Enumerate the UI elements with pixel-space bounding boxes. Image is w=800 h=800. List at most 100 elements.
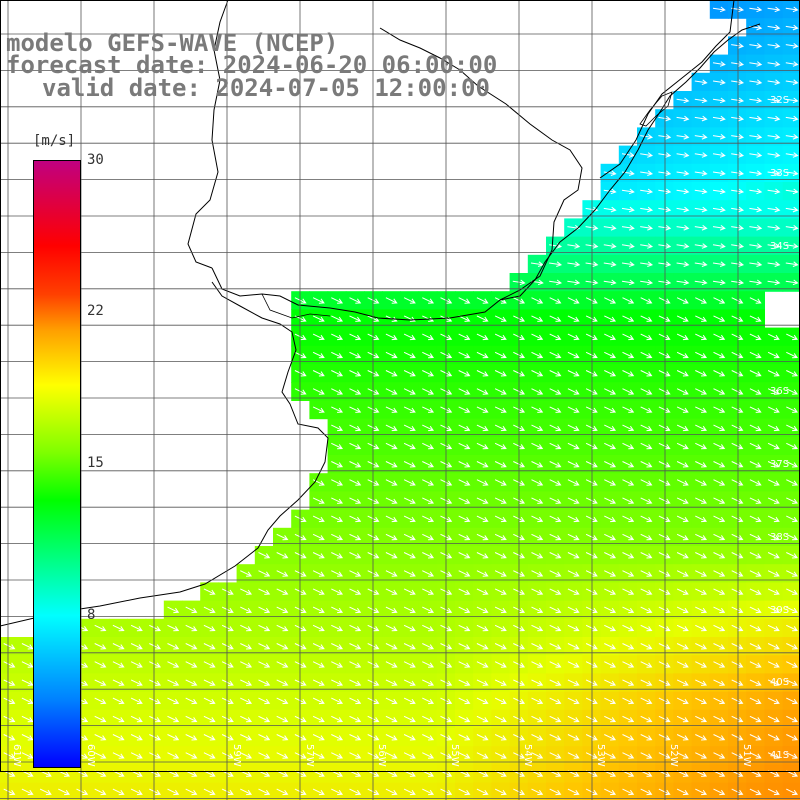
wind-arrow <box>731 552 744 559</box>
wind-arrow <box>604 333 617 341</box>
wind-arrow <box>695 370 708 377</box>
wind-arrow <box>94 734 107 741</box>
wind-arrow <box>658 588 671 595</box>
wind-arrow <box>476 351 489 359</box>
wind-arrow <box>604 515 617 523</box>
wind-arrow <box>731 333 744 341</box>
wind-arrow <box>731 388 744 395</box>
wind-arrow <box>640 461 653 468</box>
wind-arrow <box>604 552 617 559</box>
wind-arrow <box>403 461 416 468</box>
wind-arrow <box>403 424 416 432</box>
wind-arrow <box>349 643 362 650</box>
wind-arrow <box>585 643 598 650</box>
wind-arrow <box>331 661 344 668</box>
wind-arrow <box>767 243 781 249</box>
wind-arrow <box>767 115 781 122</box>
wind-arrow <box>494 606 507 614</box>
wind-arrow <box>258 679 271 686</box>
wind-arrow <box>767 661 780 668</box>
wind-arrow <box>458 424 471 432</box>
wind-arrow <box>604 588 617 595</box>
wind-arrow <box>658 752 671 759</box>
wind-arrow <box>749 225 763 231</box>
wind-arrow <box>476 461 489 468</box>
wind-arrow <box>276 734 289 741</box>
wind-arrow <box>712 6 726 13</box>
wind-arrow <box>676 515 689 523</box>
wind-arrow <box>676 570 689 577</box>
wind-arrow <box>476 388 489 395</box>
wind-arrow <box>621 206 635 213</box>
wind-arrow <box>531 606 544 614</box>
wind-arrow <box>658 479 671 486</box>
wind-arrow <box>731 297 744 304</box>
wind-arrow <box>331 552 344 559</box>
wind-arrow <box>130 697 143 705</box>
wind-arrow <box>221 715 234 723</box>
wind-arrow <box>567 424 580 432</box>
wind-arrow <box>622 297 635 304</box>
wind-arrow <box>531 588 544 595</box>
wind-arrow <box>476 697 489 705</box>
wind-arrow <box>276 624 289 632</box>
wind-arrow <box>312 333 325 341</box>
wind-arrow <box>731 279 745 286</box>
wind-arrow <box>422 479 435 486</box>
wind-arrow <box>712 61 726 67</box>
wind-arrow <box>749 406 762 413</box>
wind-arrow <box>640 606 653 614</box>
wind-arrow <box>494 715 507 723</box>
wind-arrow <box>694 261 708 267</box>
wind-arrow <box>276 570 289 577</box>
wind-arrow <box>531 715 544 723</box>
wind-arrow <box>731 170 745 176</box>
wind-arrow <box>731 715 744 723</box>
wind-arrow <box>312 515 325 523</box>
wind-arrow <box>531 643 544 650</box>
wind-arrow <box>731 225 745 231</box>
lon-label-59w: 59W <box>231 744 242 767</box>
wind-arrow <box>749 461 762 468</box>
wind-arrow <box>622 624 635 632</box>
wind-arrow <box>567 279 581 286</box>
wind-arrow <box>458 697 471 705</box>
wind-arrow <box>749 679 762 686</box>
wind-arrow <box>585 442 598 450</box>
wind-arrow <box>349 388 362 395</box>
wind-arrow <box>549 442 562 450</box>
wind-arrow <box>767 61 781 67</box>
wind-arrow <box>21 679 34 686</box>
wind-arrow <box>458 552 471 559</box>
wind-arrow <box>640 752 653 759</box>
wind-arrow <box>786 333 799 341</box>
wind-arrow <box>422 333 435 341</box>
wind-arrow <box>3 697 16 705</box>
wind-arrow <box>676 370 689 377</box>
wind-arrow <box>476 752 489 759</box>
wind-arrow <box>331 442 344 450</box>
wind-arrow <box>203 697 216 705</box>
wind-arrow <box>731 752 744 759</box>
wind-arrow <box>567 588 580 595</box>
lat-label-33s: 33S <box>770 168 790 179</box>
wind-arrow <box>621 261 635 267</box>
wind-arrow <box>731 624 744 632</box>
wind-arrow <box>476 788 489 796</box>
wind-arrow <box>749 206 763 213</box>
wind-arrow <box>112 661 125 668</box>
wind-arrow <box>403 606 416 614</box>
wind-arrow <box>640 279 654 286</box>
wind-arrow <box>476 370 489 377</box>
wind-arrow <box>622 715 635 723</box>
wind-arrow <box>203 734 216 741</box>
wind-arrow <box>749 788 762 796</box>
wind-arrow <box>621 188 635 195</box>
wind-arrow <box>185 734 198 741</box>
wind-arrow <box>585 515 598 523</box>
wind-arrow <box>112 643 125 650</box>
wind-arrow <box>185 606 198 614</box>
wind-arrow <box>676 442 689 450</box>
wind-arrow <box>676 115 690 122</box>
wind-arrow <box>130 734 143 741</box>
